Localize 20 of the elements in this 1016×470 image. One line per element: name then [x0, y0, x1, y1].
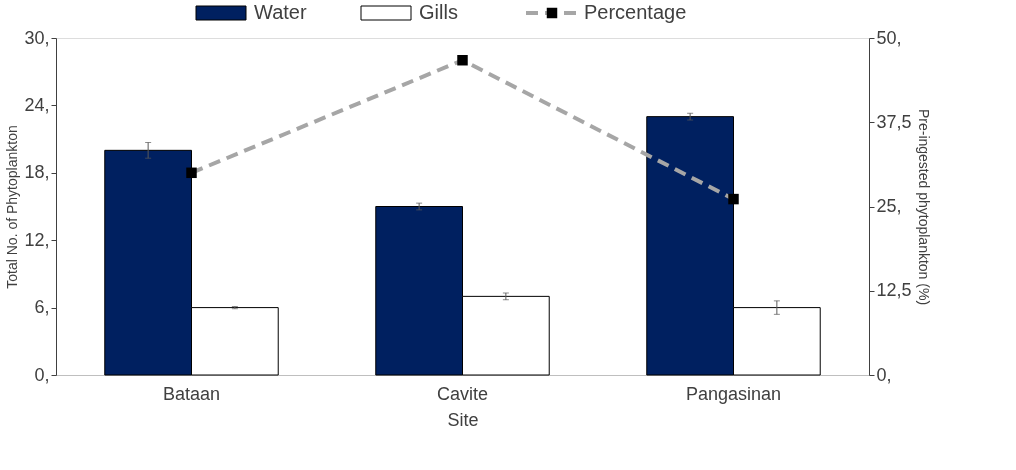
y2-tick-label: 12,5: [876, 280, 912, 301]
legend-label: Percentage: [584, 1, 687, 23]
y-tick-label: 0,: [34, 364, 50, 385]
y-tick-label: 30,: [24, 27, 50, 48]
legend-label: Water: [254, 1, 307, 23]
y2-tick-label: 37,5: [876, 111, 912, 132]
y2-axis-title: Pre-ingested phytoplankton (%): [915, 108, 932, 306]
y-tick-label: 12,: [24, 229, 50, 250]
y2-tick-label: 0,: [876, 364, 892, 385]
y-axis-title: Total No. of Phytoplankton: [4, 125, 21, 289]
legend-label: Gills: [419, 1, 458, 23]
x-tick-label: Pangasinan: [685, 383, 782, 404]
y-tick-label: 18,: [24, 162, 50, 183]
y-tick-label: 6,: [34, 297, 50, 318]
y-tick-label: 24,: [24, 94, 50, 115]
y2-tick-label: 50,: [876, 27, 902, 48]
x-tick-label: Bataan: [162, 383, 221, 404]
x-axis-title: Site: [447, 409, 479, 430]
y2-tick-label: 25,: [876, 196, 902, 216]
x-tick-label: Cavite: [436, 383, 489, 404]
